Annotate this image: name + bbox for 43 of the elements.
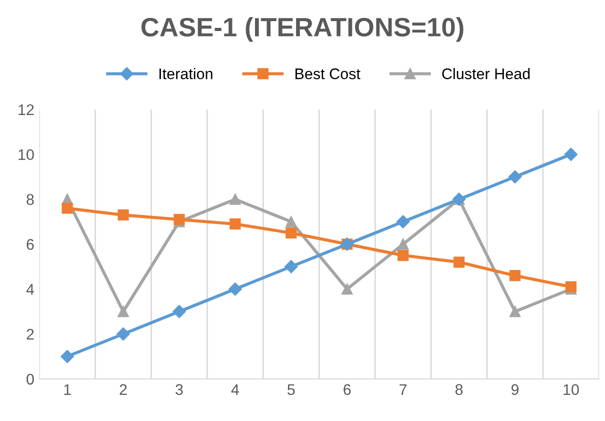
point — [284, 260, 298, 274]
x-tick-label: 4 — [231, 384, 239, 395]
point — [398, 238, 409, 250]
x-tick-label: 2 — [120, 384, 127, 395]
legend-label: Iteration — [159, 68, 212, 80]
point — [286, 216, 297, 228]
point — [60, 350, 74, 364]
point — [509, 306, 521, 318]
point — [286, 227, 297, 239]
y-tick-label: 8 — [26, 194, 34, 205]
point — [564, 148, 578, 161]
x-tick-label: 1 — [64, 384, 71, 395]
y-tick-label: 0 — [26, 374, 34, 385]
point — [118, 306, 129, 318]
point — [453, 256, 465, 268]
x-tick-label: 9 — [511, 384, 519, 395]
point — [230, 218, 241, 230]
x-tick-label: 5 — [288, 384, 295, 395]
point — [116, 327, 130, 341]
x-tick-label: 7 — [400, 384, 407, 395]
y-tick-label: 6 — [26, 239, 34, 250]
point — [396, 215, 410, 228]
point — [508, 170, 522, 184]
legend-label: Best Cost — [296, 68, 360, 80]
point — [118, 209, 129, 221]
y-tick-label: 10 — [18, 149, 34, 160]
x-tick-label: 3 — [176, 384, 183, 395]
point — [565, 281, 577, 292]
legend-label: Cluster Head — [442, 68, 530, 80]
point — [228, 282, 242, 296]
point — [509, 270, 521, 282]
point — [342, 284, 353, 295]
y-tick-label: 2 — [26, 328, 34, 340]
x-tick-label: 6 — [344, 384, 351, 395]
chart-title: CASE-1 (ITERATIONS=10) — [141, 17, 464, 42]
point — [62, 202, 73, 214]
point — [398, 250, 409, 261]
x-tick-label: 10 — [564, 384, 579, 395]
y-tick-label: 12 — [18, 104, 34, 115]
x-tick-label: 8 — [455, 384, 463, 395]
point — [230, 194, 241, 205]
point — [172, 304, 186, 318]
y-tick-label: 4 — [26, 284, 34, 295]
